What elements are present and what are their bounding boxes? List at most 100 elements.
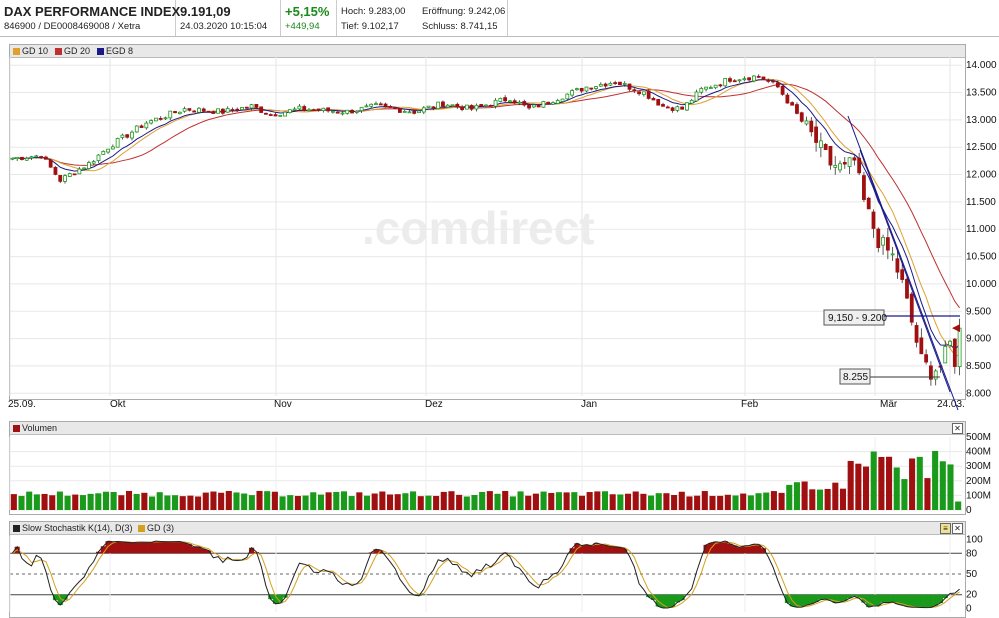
volume-bar xyxy=(855,464,861,510)
volume-bar xyxy=(794,482,800,510)
candle-up xyxy=(532,105,535,107)
candle-down xyxy=(633,90,636,91)
candle-down xyxy=(394,108,397,109)
candle-up xyxy=(499,98,502,101)
volume-bar xyxy=(709,496,715,510)
stoch-overbought-fill xyxy=(158,541,163,553)
volume-bar xyxy=(901,479,907,510)
volume-bar xyxy=(441,492,447,510)
candle-down xyxy=(628,84,631,89)
volume-bar xyxy=(333,492,339,510)
candle-down xyxy=(862,176,865,200)
volume-bar xyxy=(694,496,700,510)
candle-down xyxy=(140,126,143,128)
price-x-tick-label: Feb xyxy=(741,399,759,410)
candle-up xyxy=(116,138,119,147)
candle-down xyxy=(470,105,473,109)
volume-bar xyxy=(894,467,900,510)
price-x-tick-label: Okt xyxy=(110,399,126,410)
candle-up xyxy=(676,107,679,111)
candle-up xyxy=(130,132,133,138)
candle-down xyxy=(858,158,861,173)
candle-up xyxy=(298,106,301,109)
volume-y-tick-label: 300M xyxy=(966,461,991,472)
candle-down xyxy=(590,88,593,89)
volume-bar xyxy=(686,496,692,510)
stoch-oversold-fill xyxy=(804,595,809,605)
stoch-y-tick-label: 80 xyxy=(966,548,978,559)
volume-bar xyxy=(249,495,255,510)
volume-bar xyxy=(49,495,55,510)
candle-down xyxy=(202,109,205,111)
candle-up xyxy=(709,88,712,89)
candle-down xyxy=(73,174,76,175)
volume-bar xyxy=(518,491,524,510)
volume-bar xyxy=(111,492,117,510)
candle-up xyxy=(307,110,310,111)
volume-bar xyxy=(610,494,616,510)
candle-up xyxy=(331,111,334,112)
candle-down xyxy=(264,113,267,114)
volume-bar xyxy=(26,492,32,510)
price-y-tick-label: 14.000 xyxy=(966,60,997,71)
volume-bar xyxy=(732,495,738,510)
volume-bar xyxy=(802,482,808,510)
candle-down xyxy=(59,175,62,181)
price-y-tick-label: 9.500 xyxy=(966,306,991,317)
price-y-tick-label: 11.000 xyxy=(966,224,996,235)
volume-bar xyxy=(510,496,516,510)
candle-up xyxy=(518,102,521,103)
volume-bar xyxy=(825,489,831,510)
volume-bar xyxy=(571,492,577,510)
candle-up xyxy=(566,94,569,99)
volume-bar xyxy=(556,492,562,510)
stoch-oversold-fill xyxy=(933,595,938,606)
candle-down xyxy=(614,83,617,84)
stoch-overbought-fill xyxy=(589,546,594,553)
volume-bar xyxy=(448,491,454,510)
volume-bar xyxy=(756,493,762,510)
volume-bar xyxy=(871,452,877,510)
candle-up xyxy=(78,169,81,174)
stoch-overbought-fill xyxy=(192,547,197,554)
volume-y-tick-label: 0 xyxy=(966,505,972,516)
price-x-tick-label: 24.03. xyxy=(937,399,965,410)
stoch-oversold-fill xyxy=(919,595,924,608)
candle-up xyxy=(16,157,19,158)
volume-bar xyxy=(633,491,639,510)
candle-up xyxy=(370,104,373,106)
volume-bar xyxy=(525,496,531,510)
stoch-oversold-fill xyxy=(885,595,890,603)
volume-bar xyxy=(318,495,324,510)
volume-bar xyxy=(932,451,938,510)
candle-up xyxy=(365,106,368,107)
candle-up xyxy=(403,111,406,112)
candle-up xyxy=(834,165,837,167)
volume-bar xyxy=(356,492,362,510)
stoch-overbought-fill xyxy=(718,542,723,553)
volume-bar xyxy=(502,491,508,510)
candle-up xyxy=(288,110,291,113)
volume-bar xyxy=(456,495,462,510)
candle-down xyxy=(269,115,272,116)
candle-down xyxy=(791,103,794,106)
candle-down xyxy=(441,102,444,106)
candle-down xyxy=(781,86,784,94)
price-x-tick-label: Dez xyxy=(425,399,443,410)
candle-down xyxy=(647,91,650,98)
candle-up xyxy=(107,149,110,152)
volume-bar xyxy=(840,489,846,510)
volume-bar xyxy=(34,494,40,510)
stoch-oversold-fill xyxy=(818,595,823,600)
stoch-overbought-fill xyxy=(101,546,106,553)
candle-up xyxy=(485,105,488,106)
candle-down xyxy=(537,105,540,107)
volume-bar xyxy=(134,494,140,510)
stoch-overbought-fill xyxy=(125,542,130,553)
volume-bar xyxy=(18,496,24,510)
candle-up xyxy=(949,341,952,345)
volume-bar xyxy=(656,493,662,510)
candle-down xyxy=(767,80,770,81)
candle-up xyxy=(575,89,578,90)
stoch-overbought-fill xyxy=(153,541,158,553)
